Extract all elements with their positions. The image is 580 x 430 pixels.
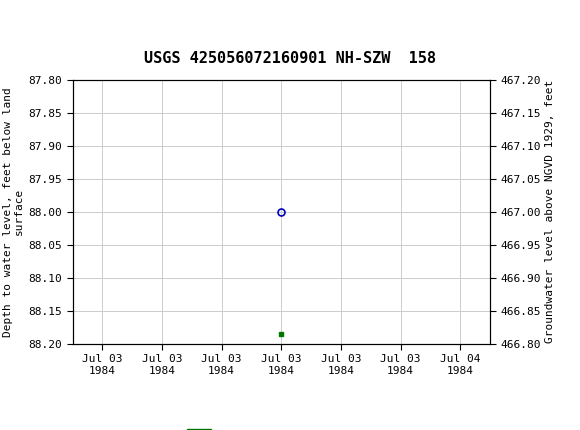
Y-axis label: Groundwater level above NGVD 1929, feet: Groundwater level above NGVD 1929, feet <box>545 80 555 344</box>
Text: USGS 425056072160901 NH-SZW  158: USGS 425056072160901 NH-SZW 158 <box>144 51 436 65</box>
Text: ≡: ≡ <box>8 9 28 32</box>
Y-axis label: Depth to water level, feet below land
surface: Depth to water level, feet below land su… <box>2 87 24 337</box>
Text: USGS: USGS <box>39 10 90 31</box>
Legend: Period of approved data: Period of approved data <box>183 425 380 430</box>
